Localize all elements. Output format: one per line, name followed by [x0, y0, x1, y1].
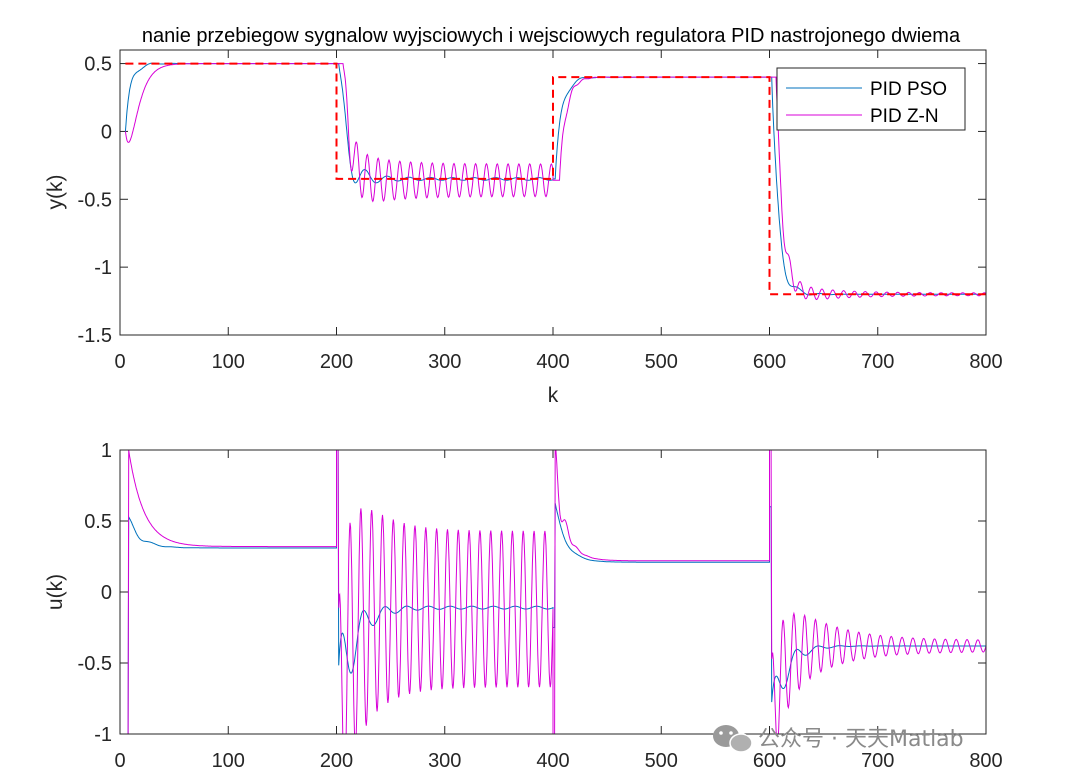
y-ticks-top: 0.5 0 -0.5 -1 -1.5 — [78, 54, 986, 347]
x-tick-label: 0 — [114, 750, 125, 772]
reference-line — [125, 62, 986, 296]
y-tick-label: -1.5 — [78, 325, 112, 347]
legend-box — [776, 67, 966, 131]
chart-bottom: 1 0.5 0 -0.5 -1 0 100 200 300 400 500 600 700 800 u(… — [44, 440, 1003, 772]
legend-label-zn: PID Z-N — [870, 106, 939, 127]
axes-box-top — [119, 49, 987, 336]
x-ticks-top: 0 100 200 300 400 500 600 700 800 — [114, 50, 1003, 373]
x-tick-label: 700 — [861, 750, 894, 772]
y-axis-label-bottom: u(k) — [44, 574, 67, 610]
x-tick-label: 600 — [753, 351, 786, 373]
y-tick-label: 1 — [101, 440, 112, 462]
series-bottom — [125, 450, 986, 734]
y-ticks-bottom: 1 0.5 0 -0.5 -1 — [78, 440, 986, 746]
x-tick-label: 400 — [536, 750, 569, 772]
x-ticks-bottom: 0 100 200 300 400 500 600 700 800 — [114, 450, 1003, 772]
y-tick-label: -0.5 — [78, 653, 112, 675]
axes-box-bottom — [119, 449, 987, 735]
x-tick-label: 200 — [320, 351, 353, 373]
y-tick-label: 0.5 — [84, 54, 112, 76]
x-tick-label: 100 — [212, 351, 245, 373]
legend: PID PSO PID Z-N — [776, 67, 966, 131]
y-tick-label: 0 — [101, 121, 112, 143]
y-tick-label: 0.5 — [84, 511, 112, 533]
x-tick-label: 800 — [969, 750, 1002, 772]
series-line-pid-z-n — [125, 450, 986, 734]
y-tick-label: -1 — [94, 724, 112, 746]
y-tick-label: 0 — [101, 582, 112, 604]
x-tick-label: 400 — [536, 351, 569, 373]
chart-title: nanie przebiegow sygnalow wyjsciowych i … — [142, 25, 961, 47]
watermark-text: 公众号 · 天天Matlab — [758, 727, 964, 752]
x-tick-label: 500 — [645, 351, 678, 373]
legend-label-pso: PID PSO — [870, 79, 947, 100]
x-tick-label: 700 — [861, 351, 894, 373]
x-tick-label: 0 — [114, 351, 125, 373]
y-axis-label-top: y(k) — [44, 175, 67, 210]
wechat-icon — [713, 725, 753, 753]
x-tick-label: 300 — [428, 750, 461, 772]
x-tick-label: 300 — [428, 351, 461, 373]
chart-top: nanie przebiegow sygnalow wyjsciowych i … — [44, 25, 1003, 407]
x-tick-label: 600 — [753, 750, 786, 772]
x-tick-label: 100 — [212, 750, 245, 772]
x-tick-label: 800 — [969, 351, 1002, 373]
x-tick-label: 500 — [645, 750, 678, 772]
watermark: 公众号 · 天天Matlab — [713, 725, 964, 753]
y-tick-label: -1 — [94, 257, 112, 279]
x-tick-label: 200 — [320, 750, 353, 772]
y-tick-label: -0.5 — [78, 189, 112, 211]
x-axis-label-top: k — [548, 384, 559, 407]
series-top — [124, 62, 986, 301]
